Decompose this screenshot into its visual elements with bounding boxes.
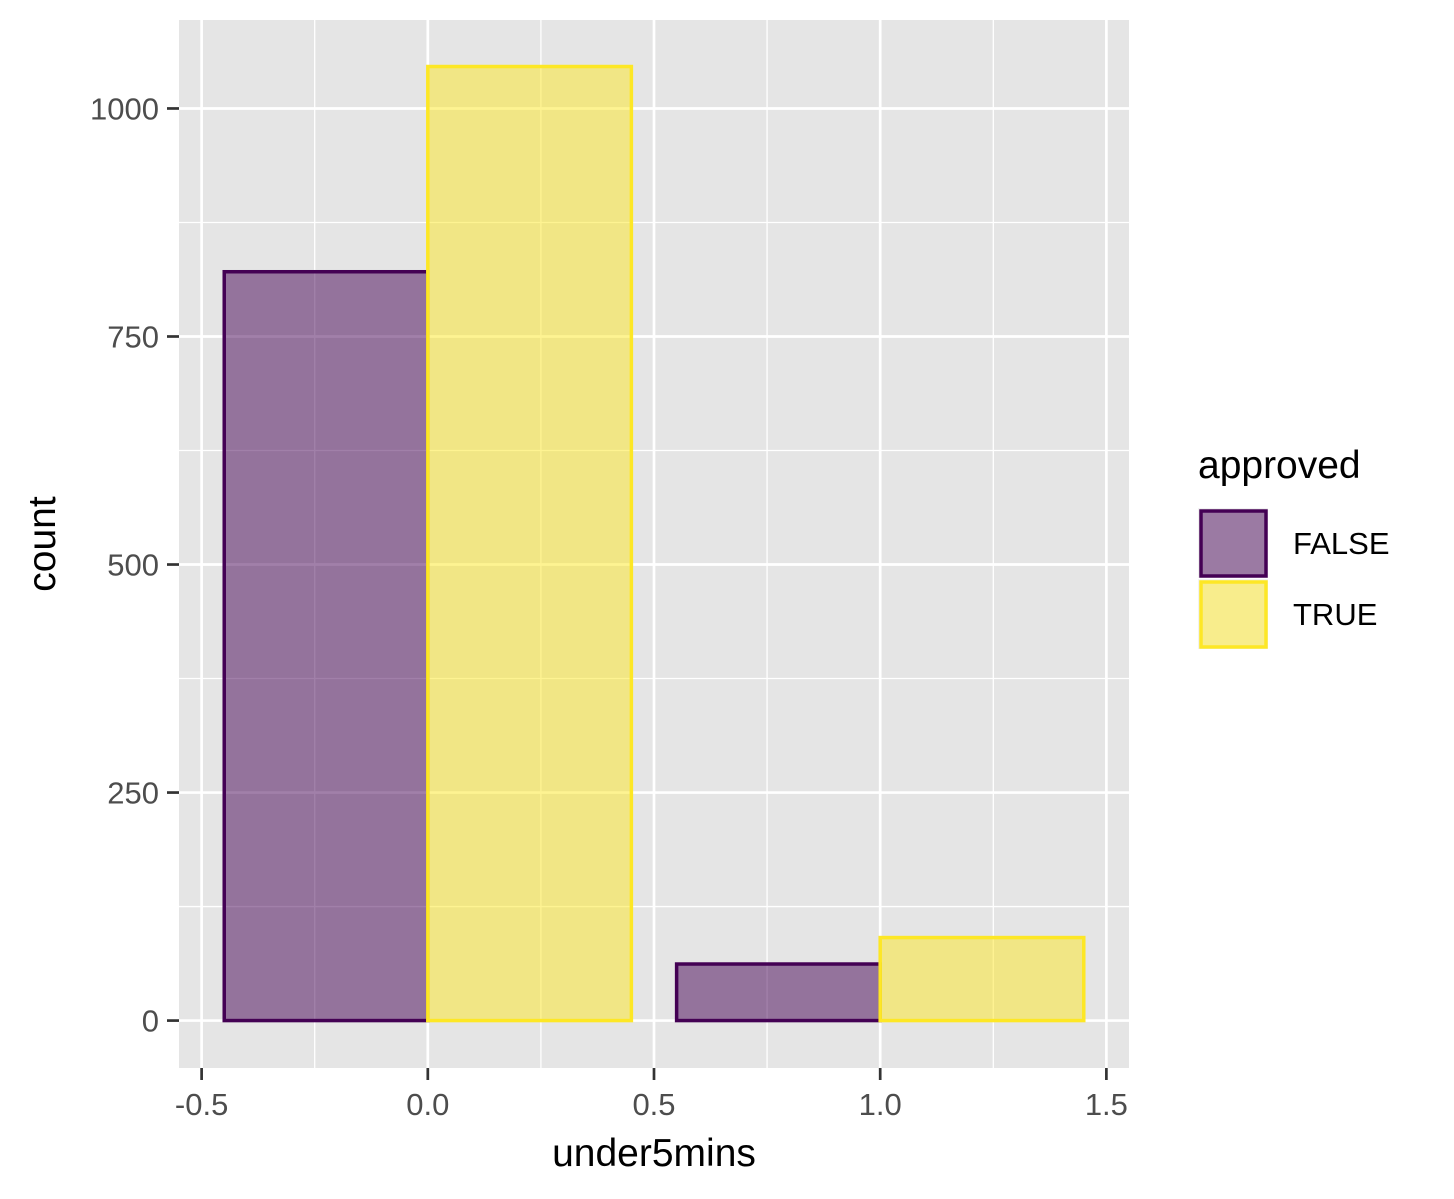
bar-true bbox=[878, 935, 1086, 1023]
x-tick-label: 1.5 bbox=[1085, 1087, 1128, 1122]
bar-true bbox=[426, 64, 634, 1023]
legend-title: approved bbox=[1198, 444, 1361, 487]
bar-false bbox=[222, 269, 430, 1023]
x-tick-label: 0.5 bbox=[632, 1087, 675, 1122]
x-tick-label: -0.5 bbox=[175, 1087, 228, 1122]
y-axis-title: count bbox=[21, 496, 64, 592]
legend-key-false bbox=[1199, 509, 1268, 578]
legend: approved FALSE TRUE bbox=[1198, 444, 1390, 649]
legend-label-false: FALSE bbox=[1293, 526, 1390, 561]
y-tick-label: 500 bbox=[107, 548, 159, 583]
y-tick-label: 250 bbox=[107, 776, 159, 811]
legend-key-true bbox=[1199, 580, 1268, 649]
bars bbox=[222, 64, 1086, 1023]
legend-items: FALSE TRUE bbox=[1198, 508, 1390, 649]
y-axis: 0 250 500 750 1000 bbox=[90, 91, 179, 1039]
y-tick-label: 1000 bbox=[90, 91, 159, 126]
x-axis-title: under5mins bbox=[552, 1132, 756, 1175]
y-tick-label: 0 bbox=[142, 1004, 159, 1039]
x-tick-label: 1.0 bbox=[859, 1087, 902, 1122]
y-tick-label: 750 bbox=[107, 319, 159, 354]
x-axis: -0.5 0.0 0.5 1.0 1.5 bbox=[175, 1068, 1128, 1122]
legend-label-true: TRUE bbox=[1293, 597, 1377, 632]
x-tick-label: 0.0 bbox=[406, 1087, 449, 1122]
bar-false bbox=[674, 962, 882, 1023]
